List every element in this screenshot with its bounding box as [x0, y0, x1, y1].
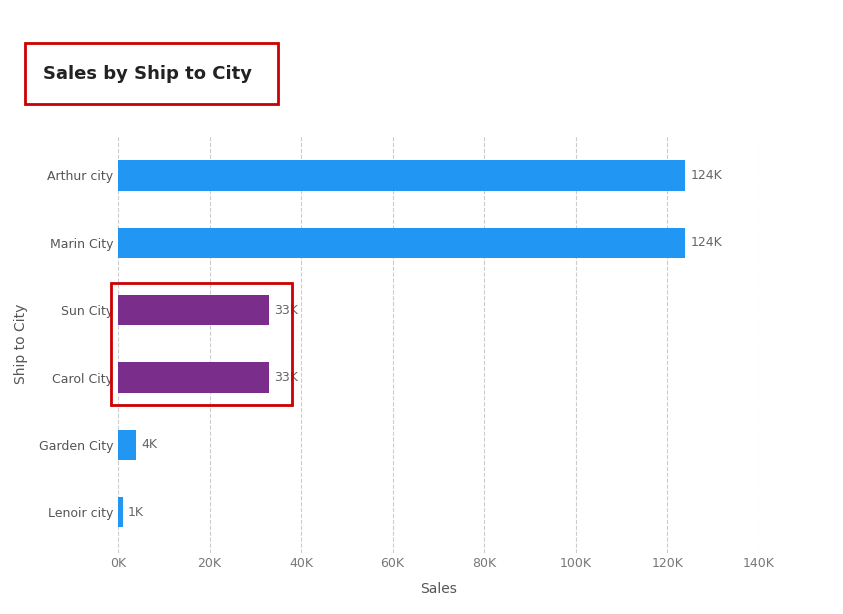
Text: 33K: 33K [275, 304, 298, 317]
Bar [118, 295, 269, 325]
Bar [118, 430, 137, 460]
Text: Sales by Ship to City: Sales by Ship to City [43, 64, 252, 83]
Text: 1K: 1K [128, 506, 144, 519]
Y-axis label: Ship to City: Ship to City [13, 304, 28, 384]
Text: 124K: 124K [691, 169, 722, 182]
X-axis label: Sales: Sales [420, 581, 457, 596]
Bar [118, 160, 685, 190]
Bar [118, 497, 122, 527]
Bar [118, 228, 685, 258]
FancyBboxPatch shape [25, 43, 278, 104]
Bar [118, 362, 269, 393]
Text: 124K: 124K [691, 236, 722, 249]
Text: 33K: 33K [275, 371, 298, 384]
Text: 4K: 4K [142, 438, 158, 451]
